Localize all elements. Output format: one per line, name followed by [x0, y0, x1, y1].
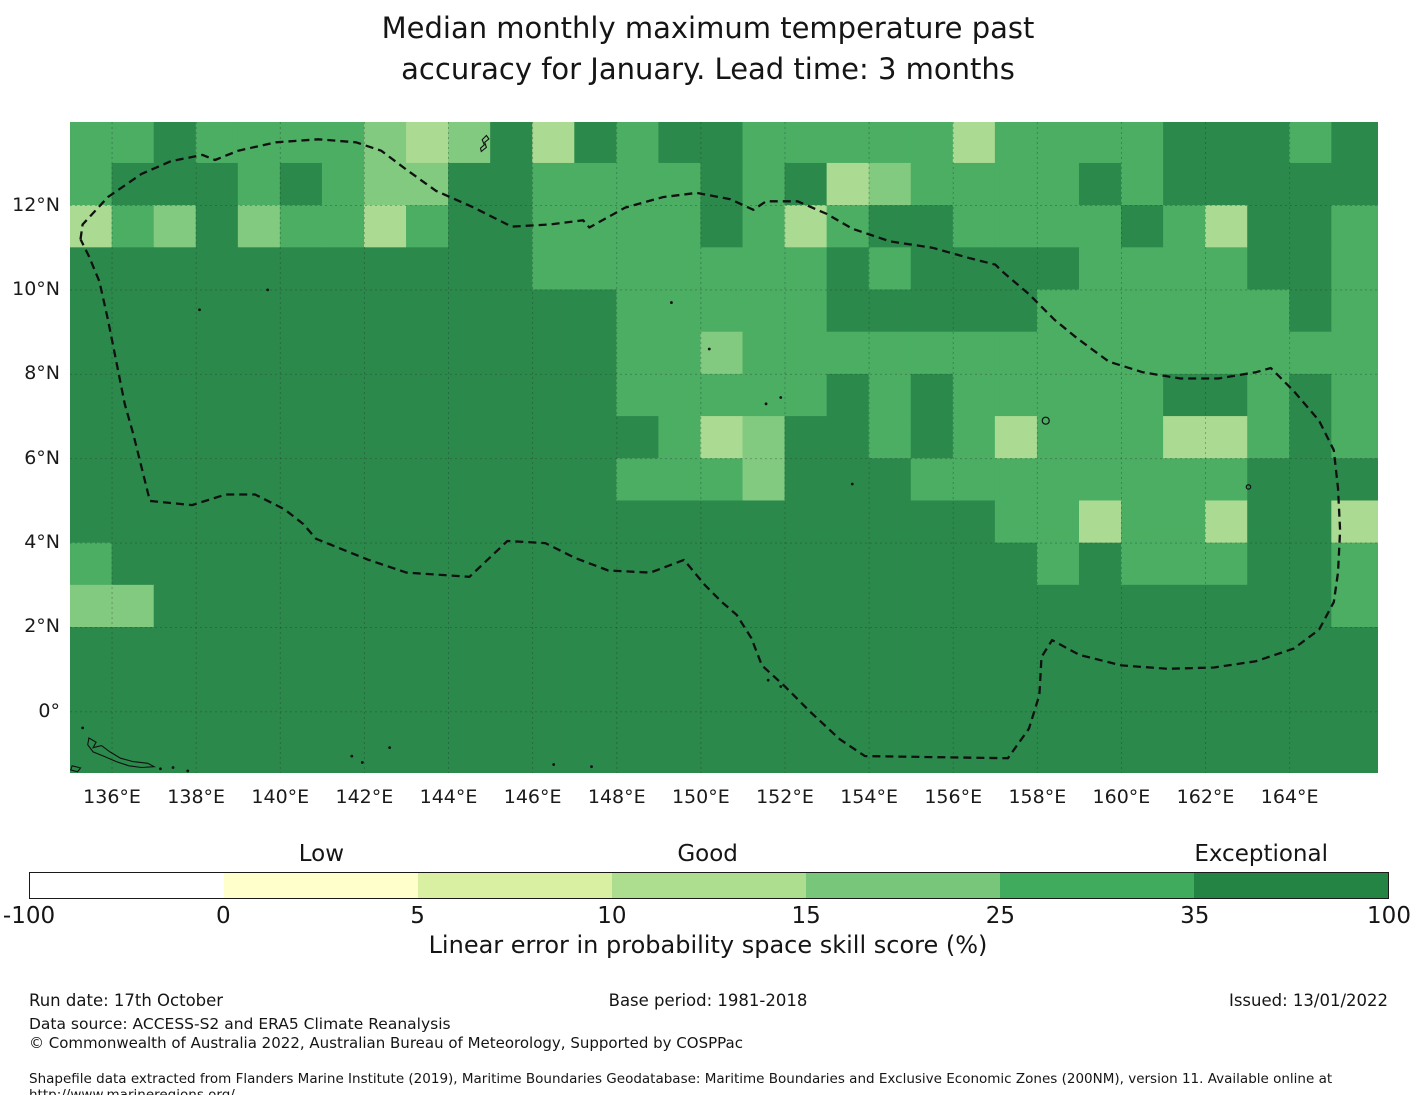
- colorbar-segment-1: [224, 873, 418, 898]
- y-tick-label: 2°N: [24, 615, 60, 638]
- title-line1: Median monthly maximum temperature past: [381, 11, 1035, 45]
- chart-title: Median monthly maximum temperature past …: [0, 8, 1416, 90]
- colorbar-gradient: [29, 872, 1389, 899]
- colorbar-tick-label: 25: [985, 903, 1016, 929]
- x-tick-label: 160°E: [1092, 786, 1151, 808]
- eez-boundary-line: [79, 138, 1342, 760]
- x-tick-label: 158°E: [1008, 786, 1067, 808]
- colorbar-category-label: Exceptional: [1194, 841, 1328, 867]
- colorbar-segment-2: [418, 873, 612, 898]
- issued-date: Issued: 13/01/2022: [1228, 991, 1388, 1010]
- x-tick-label: 136°E: [83, 786, 141, 808]
- colorbar-tick-label: 10: [597, 903, 627, 929]
- colorbar-segment-4: [806, 873, 1000, 898]
- x-tick-label: 156°E: [924, 786, 983, 808]
- colorbar-tick-label: 5: [410, 903, 425, 929]
- colorbar-tick-label: 35: [1180, 903, 1210, 929]
- map-plot: [70, 122, 1378, 773]
- x-tick-label: 162°E: [1176, 786, 1235, 808]
- data-source: Data source: ACCESS-S2 and ERA5 Climate …: [29, 1015, 451, 1033]
- x-tick-label: 164°E: [1260, 786, 1319, 808]
- colorbar-category-label: Good: [677, 841, 738, 867]
- y-tick-label: 12°N: [12, 193, 60, 216]
- y-tick-label: 4°N: [24, 531, 60, 554]
- colorbar-tick-label: 0: [215, 903, 231, 929]
- x-tick-label: 138°E: [167, 786, 226, 808]
- colorbar-tick-label: 100: [1367, 903, 1411, 929]
- x-tick-label: 140°E: [251, 786, 310, 808]
- x-tick-label: 152°E: [756, 786, 814, 808]
- map-heatmap: [70, 122, 1378, 773]
- y-tick-label: 8°N: [24, 362, 60, 385]
- x-tick-label: 148°E: [587, 786, 646, 808]
- colorbar-segment-0: [30, 873, 224, 898]
- x-tick-label: 142°E: [335, 786, 394, 808]
- colorbar-segment-6: [1194, 873, 1388, 898]
- y-tick-label: 0°: [38, 699, 60, 722]
- x-tick-label: 154°E: [840, 786, 898, 808]
- x-tick-label: 144°E: [419, 786, 478, 808]
- x-tick-label: 150°E: [671, 786, 730, 808]
- colorbar-tick-label: -100: [2, 903, 56, 929]
- colorbar-category-label: Low: [298, 841, 345, 867]
- base-period: Base period: 1981-2018: [608, 991, 808, 1010]
- y-tick-label: 10°N: [12, 277, 60, 300]
- shapefile-attribution: Shapefile data extracted from Flanders M…: [29, 1071, 1333, 1095]
- x-tick-label: 146°E: [503, 786, 562, 808]
- run-date: Run date: 17th October: [29, 991, 224, 1010]
- copyright-line: © Commonwealth of Australia 2022, Austra…: [29, 1034, 743, 1052]
- y-tick-label: 6°N: [24, 446, 60, 469]
- island-marks: [70, 134, 1252, 773]
- map-gridlines: [70, 122, 1378, 773]
- colorbar-axis-label: Linear error in probability space skill …: [428, 931, 988, 959]
- colorbar-tick-label: 15: [791, 903, 821, 929]
- title-line2: accuracy for January. Lead time: 3 month…: [401, 52, 1015, 86]
- colorbar-segment-5: [1000, 873, 1194, 898]
- colorbar-segment-3: [612, 873, 806, 898]
- heatmap-cells: [70, 122, 1378, 773]
- colorbar: Low Good Exceptional -100 0 5 10 15 25 35 100: [3, 841, 1411, 929]
